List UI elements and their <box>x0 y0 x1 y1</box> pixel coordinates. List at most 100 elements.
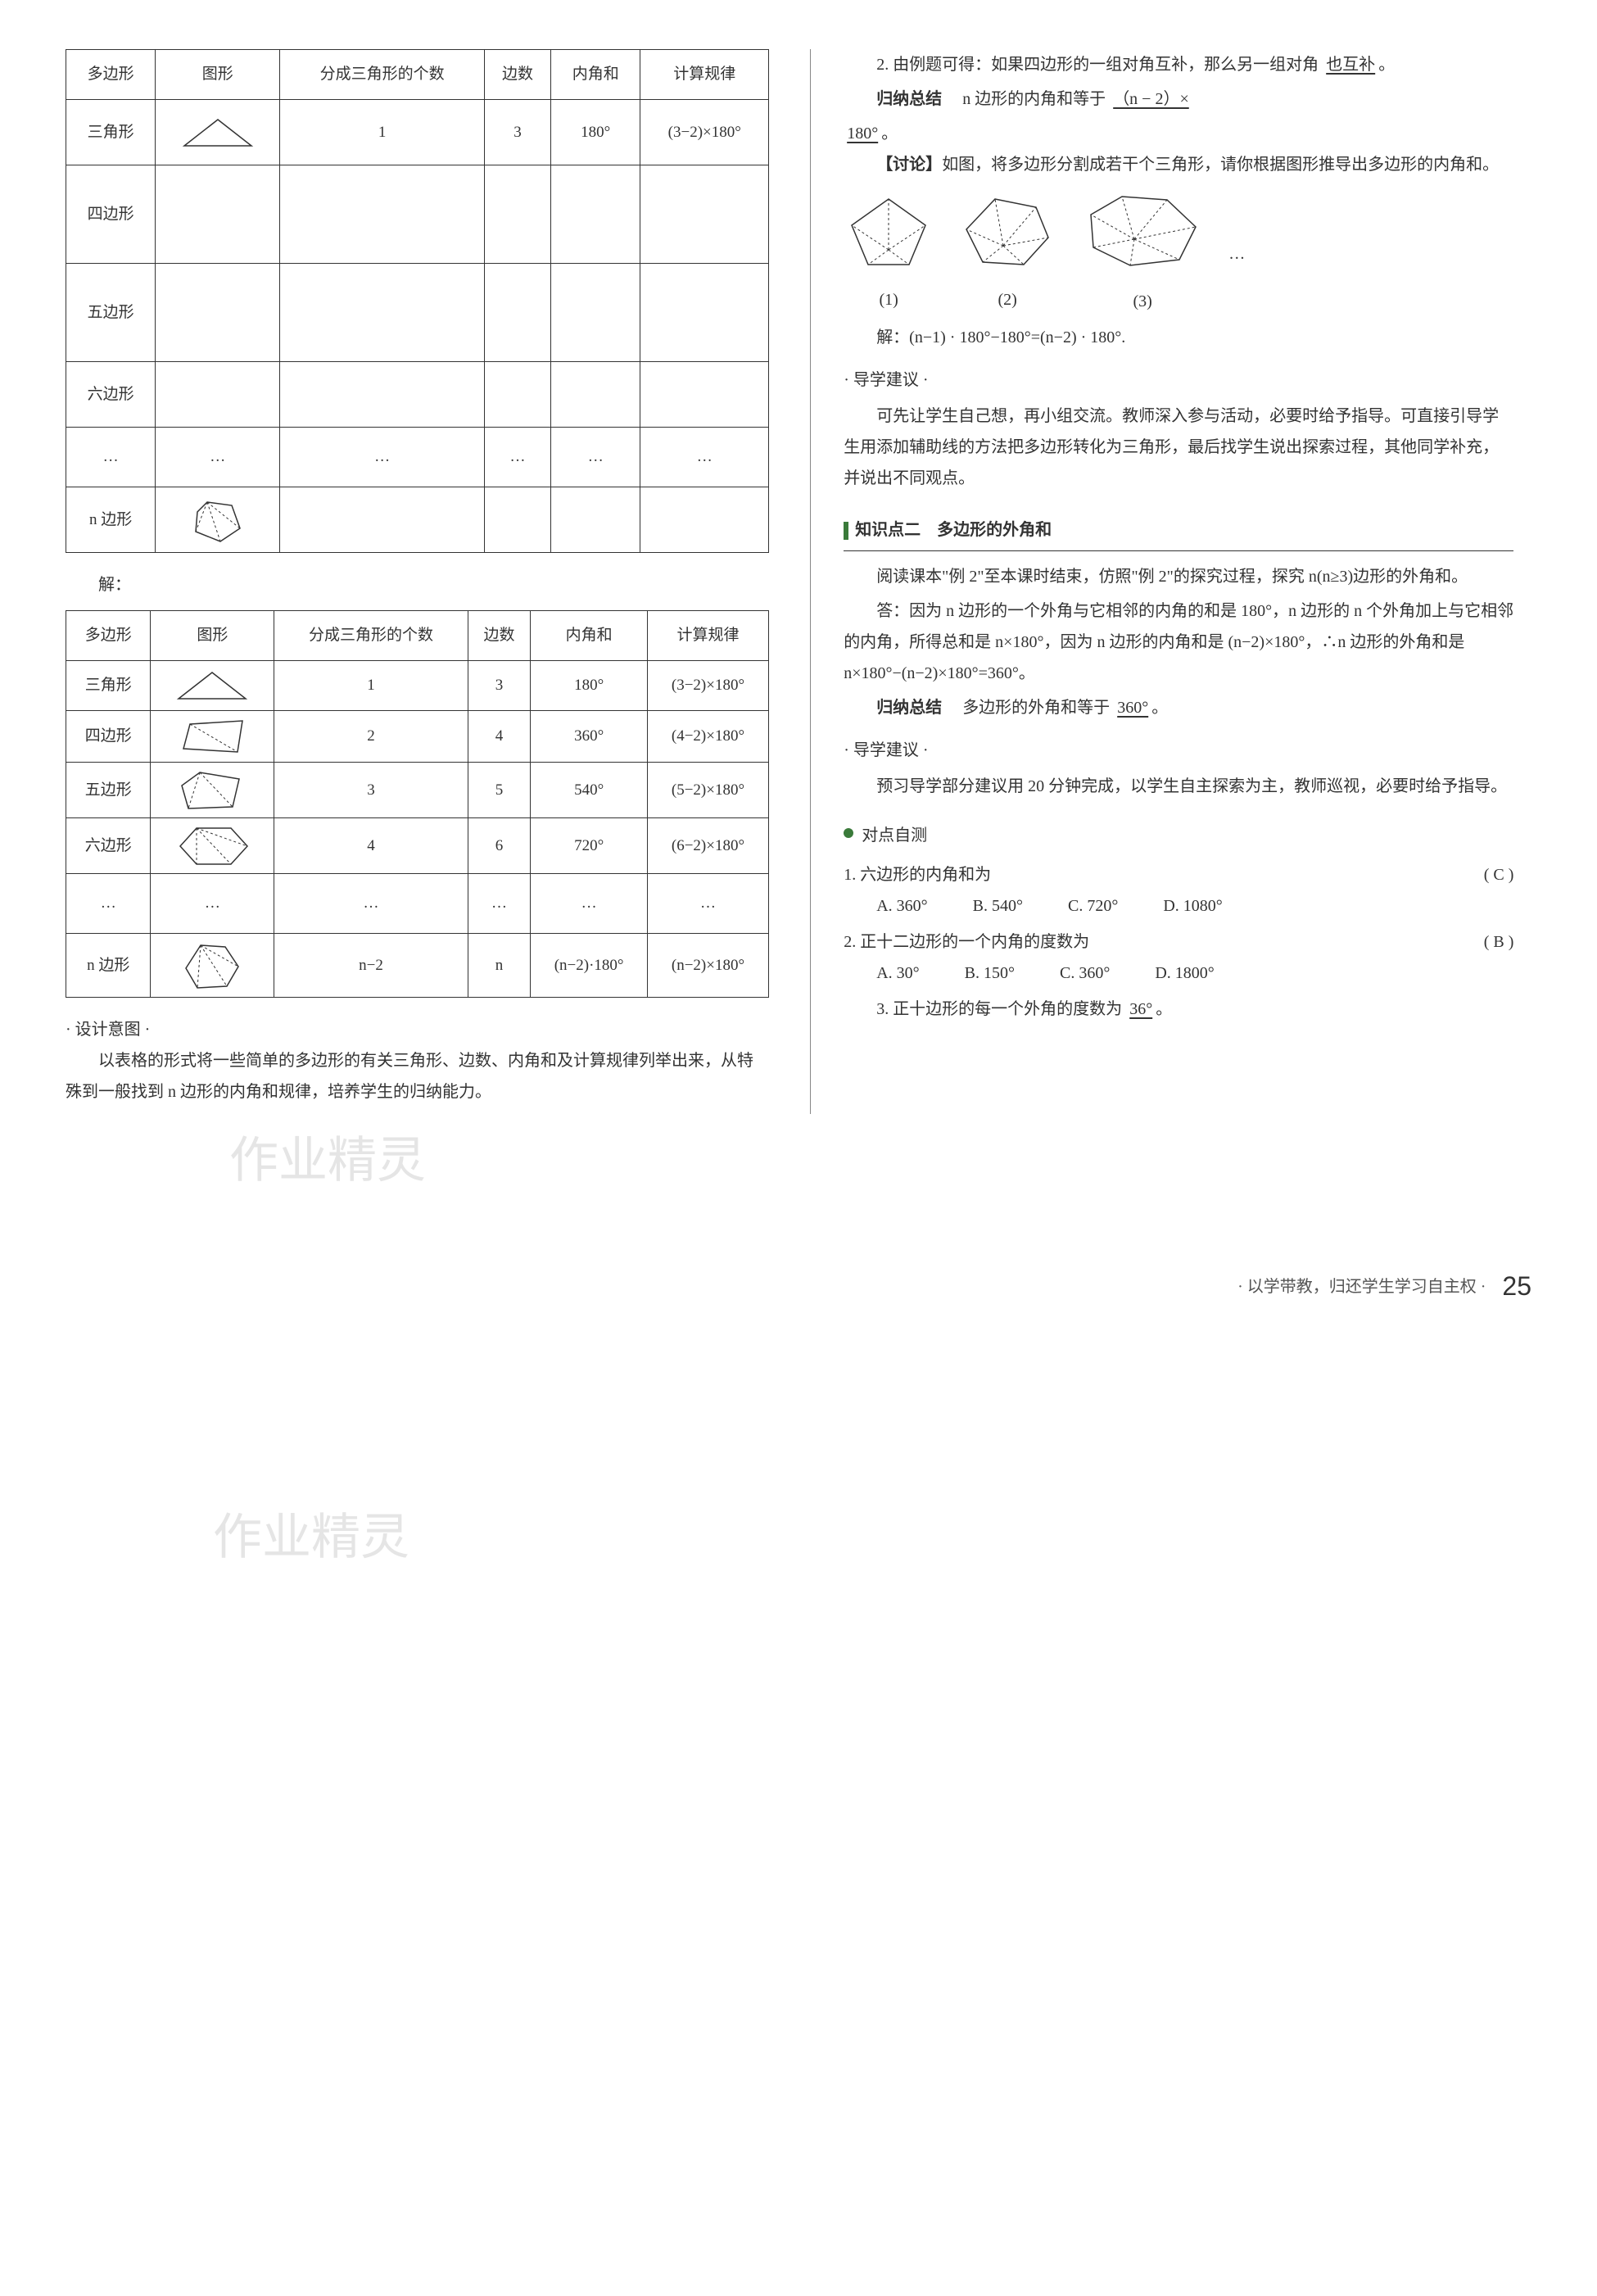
watermark: 作业精灵 <box>229 1114 1531 1207</box>
polygon-icon <box>156 487 280 553</box>
cell <box>484 362 550 428</box>
opt: B. 150° <box>965 958 1015 989</box>
table-row: 四边形 <box>66 165 769 264</box>
text: 。 <box>1378 56 1395 74</box>
table-row: n 边形 <box>66 487 769 553</box>
blank-answer: 180° <box>844 125 881 143</box>
table-row: 四边形 2 4 360° (4−2)×180° <box>66 711 769 763</box>
cell: … <box>151 874 274 934</box>
summary-line: 归纳总结 n 边形的内角和等于 （n − 2）× <box>844 84 1513 115</box>
advice2-title: · 导学建议 · <box>844 735 1513 766</box>
cell: 六边形 <box>66 818 151 874</box>
opt: C. 720° <box>1068 890 1118 922</box>
table-row: … … … … … … <box>66 428 769 487</box>
cell: 1 <box>274 661 468 711</box>
table-row: 三角形 1 3 180° (3−2)×180° <box>66 100 769 165</box>
opt: A. 360° <box>876 890 927 922</box>
polygon-table-blank: 多边形 图形 分成三角形的个数 边数 内角和 计算规律 三角形 1 3 180°… <box>66 49 769 553</box>
text: 如图，将多边形分割成若干个三角形，请你根据图形推导出多边形的内角和。 <box>942 156 1499 174</box>
polygon-table-filled: 多边形 图形 分成三角形的个数 边数 内角和 计算规律 三角形 1 3 180°… <box>66 610 769 998</box>
cell: (3−2)×180° <box>640 100 769 165</box>
cell: 3 <box>468 661 531 711</box>
blank-answer: 也互补 <box>1323 56 1378 74</box>
blank-answer: （n − 2）× <box>1110 90 1192 108</box>
cell: … <box>280 428 485 487</box>
cell <box>280 362 485 428</box>
table-row: 五边形 <box>66 264 769 362</box>
discuss-label: 【讨论】 <box>876 156 942 174</box>
kp2-answer: 答：因为 n 边形的一个外角与它相邻的内角的和是 180°，n 边形的 n 个外… <box>844 596 1513 689</box>
opt: B. 540° <box>973 890 1023 922</box>
cell-name: n 边形 <box>66 487 156 553</box>
p1: 2. 由例题可得：如果四边形的一组对角互补，那么另一组对角 也互补。 <box>844 49 1513 80</box>
cell <box>280 165 485 264</box>
cell: 2 <box>274 711 468 763</box>
cell: 180° <box>551 100 640 165</box>
q1: 1. 六边形的内角和为 ( C ) <box>844 859 1513 890</box>
table-row: … … … … … … <box>66 874 769 934</box>
text: 。 <box>1151 699 1168 717</box>
summary-label: 归纳总结 <box>876 699 942 717</box>
cell-name: 四边形 <box>66 165 156 264</box>
summary-label: 归纳总结 <box>876 90 942 108</box>
cell <box>156 362 280 428</box>
cell <box>640 487 769 553</box>
kp2-heading: 知识点二 多边形的外角和 <box>844 514 1513 551</box>
cell: 4 <box>468 711 531 763</box>
cell: … <box>156 428 280 487</box>
opt: D. 1080° <box>1163 890 1222 922</box>
cell: (4−2)×180° <box>647 711 768 763</box>
th: 内角和 <box>531 611 647 661</box>
cell: 6 <box>468 818 531 874</box>
cell: n <box>468 934 531 998</box>
table-row: 五边形 3 5 540° (5−2)×180° <box>66 763 769 818</box>
ngon-icon <box>151 934 274 998</box>
cell: … <box>274 874 468 934</box>
cell: 3 <box>484 100 550 165</box>
th: 计算规律 <box>647 611 768 661</box>
cell <box>551 487 640 553</box>
cell <box>156 165 280 264</box>
q2: 2. 正十二边形的一个内角的度数为 ( B ) <box>844 926 1513 958</box>
cell-name: 三角形 <box>66 100 156 165</box>
table-row: n 边形 n−2 n (n−2)·180° (n−2)×180° <box>66 934 769 998</box>
th: 图形 <box>151 611 274 661</box>
cell: 720° <box>531 818 647 874</box>
cell: (n−2)·180° <box>531 934 647 998</box>
cell: 5 <box>468 763 531 818</box>
discuss: 【讨论】如图，将多边形分割成若干个三角形，请你根据图形推导出多边形的内角和。 <box>844 149 1513 180</box>
text: 2. 由例题可得：如果四边形的一组对角互补，那么另一组对角 <box>876 56 1319 74</box>
cell <box>551 264 640 362</box>
q-text: 1. 六边形的内角和为 <box>844 859 991 890</box>
advice-title: · 导学建议 · <box>844 365 1513 396</box>
cell <box>156 264 280 362</box>
q-text: 2. 正十二边形的一个内角的度数为 <box>844 926 1089 958</box>
cell: 540° <box>531 763 647 818</box>
opt: A. 30° <box>876 958 919 989</box>
intent-title: · 设计意图 · <box>66 1014 769 1045</box>
table-row: 六边形 <box>66 362 769 428</box>
q-answer: ( B ) <box>1484 926 1514 958</box>
cell: n−2 <box>274 934 468 998</box>
opt: D. 1800° <box>1155 958 1214 989</box>
diagram-3: (3) <box>1081 190 1204 317</box>
q2-options: A. 30° B. 150° C. 360° D. 1800° <box>876 958 1513 989</box>
summary2: 归纳总结 多边形的外角和等于 360°。 <box>844 692 1513 723</box>
cell: 3 <box>274 763 468 818</box>
cell: 四边形 <box>66 711 151 763</box>
th-shape: 图形 <box>156 50 280 100</box>
blank-answer: 360° <box>1114 699 1151 717</box>
th: 多边形 <box>66 611 151 661</box>
intent-body: 以表格的形式将一些简单的多边形的有关三角形、边数、内角和及计算规律列举出来，从特… <box>66 1045 769 1107</box>
summary-line2: 180°。 <box>844 118 1513 149</box>
cell: … <box>551 428 640 487</box>
table-row: 三角形 1 3 180° (3−2)×180° <box>66 661 769 711</box>
advice2-body: 预习导学部分建议用 20 分钟完成，以学生自主探索为主，教师巡视，必要时给予指导… <box>844 771 1513 802</box>
cell: … <box>640 428 769 487</box>
th-tricount: 分成三角形的个数 <box>280 50 485 100</box>
cell <box>484 264 550 362</box>
cell <box>280 264 485 362</box>
diagram-label: (1) <box>844 284 934 315</box>
cell <box>551 362 640 428</box>
cell: (3−2)×180° <box>647 661 768 711</box>
